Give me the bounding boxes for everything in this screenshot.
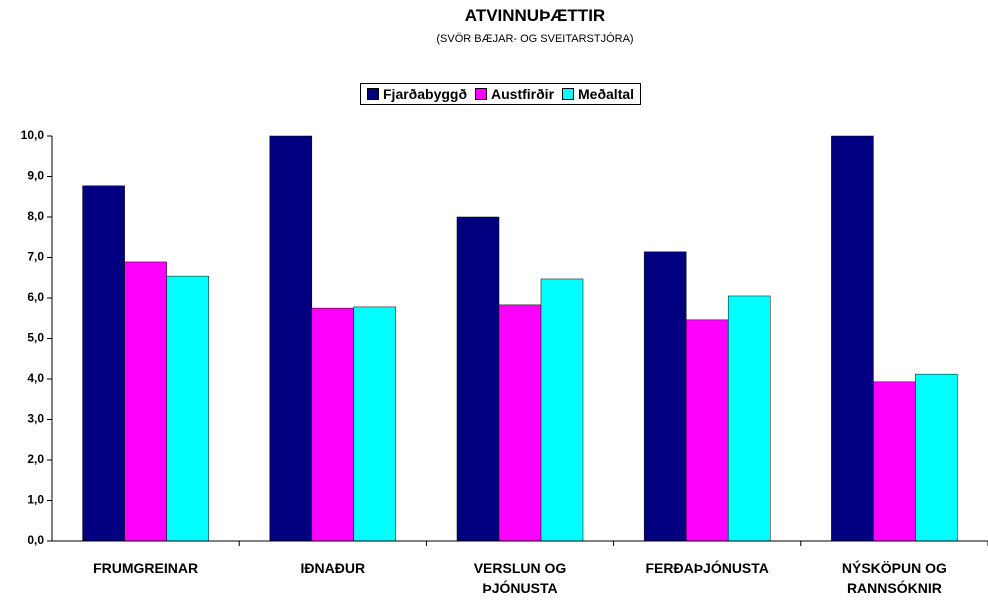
bar bbox=[82, 185, 125, 542]
bar bbox=[685, 319, 729, 542]
y-tick-label: 1,0 bbox=[27, 493, 44, 507]
y-tick-label: 10,0 bbox=[21, 128, 45, 142]
x-tick-label: IÐNAÐUR bbox=[300, 560, 366, 576]
bar bbox=[124, 261, 167, 542]
bar bbox=[353, 306, 397, 542]
chart-subtitle: (SVÖR BÆJAR- OG SVEITARSTJÓRA) bbox=[436, 33, 634, 45]
legend-swatch bbox=[367, 88, 379, 100]
bar bbox=[456, 216, 500, 542]
y-tick-label: 4,0 bbox=[27, 371, 44, 385]
bar bbox=[873, 381, 916, 542]
bar bbox=[915, 373, 958, 542]
legend-label: Fjarðabyggð bbox=[383, 86, 468, 102]
bar bbox=[727, 295, 771, 542]
bar bbox=[311, 307, 355, 542]
bar bbox=[498, 304, 542, 542]
y-tick-label: 2,0 bbox=[27, 452, 44, 466]
bar bbox=[643, 251, 687, 542]
bar bbox=[269, 135, 313, 542]
legend-swatch bbox=[475, 88, 488, 100]
x-tick-label: VERSLUN OG ÞJÓNUSTA bbox=[473, 560, 567, 596]
y-tick-label: 6,0 bbox=[27, 290, 44, 304]
legend-item: Austfirðir bbox=[475, 86, 554, 102]
x-tick-label: FERÐAÞJÓNUSTA bbox=[645, 560, 769, 576]
legend-swatch bbox=[562, 88, 575, 100]
y-tick-label: 3,0 bbox=[27, 412, 44, 426]
y-tick-label: 9,0 bbox=[27, 169, 44, 183]
legend-label: Meðaltal bbox=[578, 86, 635, 102]
y-tick-label: 0,0 bbox=[27, 533, 44, 547]
x-tick-label: NÝSKÖPUN OG RANNSÓKNIR bbox=[841, 560, 947, 596]
chart-title: ATVINNUÞÆTTIR bbox=[464, 6, 606, 25]
bar bbox=[831, 135, 874, 542]
legend: Fjarðabyggð Austfirðir Meðaltal bbox=[360, 83, 642, 105]
x-tick-label: FRUMGREINAR bbox=[93, 560, 199, 576]
y-tick-label: 7,0 bbox=[27, 250, 44, 264]
y-tick-label: 5,0 bbox=[27, 331, 44, 345]
bar bbox=[166, 275, 209, 542]
y-tick-label: 8,0 bbox=[27, 209, 44, 223]
bar bbox=[540, 278, 584, 542]
legend-item: Meðaltal bbox=[562, 86, 634, 102]
legend-label: Austfirðir bbox=[491, 86, 555, 102]
legend-item: Fjarðabyggð bbox=[367, 86, 467, 102]
